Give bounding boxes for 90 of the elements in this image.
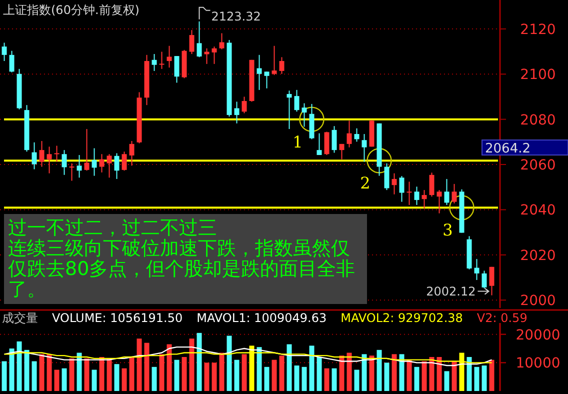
bar bbox=[316, 357, 322, 391]
chart-title: 成交量 bbox=[2, 311, 38, 325]
bar bbox=[309, 346, 314, 391]
bar bbox=[332, 368, 337, 391]
bar bbox=[354, 370, 360, 391]
bar bbox=[166, 344, 172, 391]
bar bbox=[279, 356, 284, 391]
annotation: 过一不过二，过二不过三 bbox=[8, 217, 217, 239]
bar bbox=[219, 352, 224, 391]
y-tick-label: 2060 bbox=[520, 158, 556, 174]
text: MAVOL2: 929702.38 bbox=[340, 311, 463, 325]
annotation: V2: 0.59 bbox=[476, 311, 528, 325]
annotation: 1 bbox=[292, 132, 303, 152]
bar bbox=[92, 370, 97, 391]
bar bbox=[414, 366, 420, 391]
chart-title: 上证指数(60分钟.前复权) bbox=[3, 3, 140, 17]
y-tick-label: 10000 bbox=[516, 356, 560, 372]
bar bbox=[399, 354, 404, 391]
bar bbox=[272, 360, 277, 391]
bar bbox=[24, 350, 30, 391]
bar bbox=[76, 352, 82, 391]
bar bbox=[256, 347, 262, 391]
bar bbox=[32, 361, 37, 391]
bar bbox=[459, 352, 464, 391]
bar bbox=[16, 341, 22, 391]
y-tick-label: 2020 bbox=[520, 248, 556, 264]
bar bbox=[249, 346, 254, 391]
bar bbox=[346, 352, 352, 391]
bar bbox=[204, 362, 210, 391]
bar bbox=[436, 357, 442, 391]
bar bbox=[264, 366, 270, 391]
bar bbox=[106, 358, 112, 391]
bar bbox=[182, 357, 187, 391]
bar bbox=[392, 354, 397, 391]
bar bbox=[482, 366, 487, 391]
bar bbox=[226, 336, 232, 391]
bar bbox=[369, 356, 374, 391]
bar bbox=[376, 350, 382, 391]
series-label: MAVOL1: 1009049.63 bbox=[196, 311, 327, 325]
bar bbox=[84, 358, 90, 391]
bar bbox=[384, 362, 390, 391]
annotation: 2 bbox=[360, 174, 370, 193]
bar bbox=[152, 366, 157, 391]
bar bbox=[2, 361, 7, 391]
annotation: 2123.32 bbox=[211, 9, 261, 24]
bar bbox=[69, 358, 74, 391]
y-tick-label: 2100 bbox=[520, 67, 556, 84]
bar bbox=[99, 357, 104, 391]
bar bbox=[174, 360, 180, 391]
bar bbox=[339, 356, 344, 391]
bar bbox=[489, 360, 494, 391]
bar bbox=[452, 361, 457, 391]
bar bbox=[406, 360, 412, 391]
price-box: 2064.2 bbox=[482, 140, 568, 156]
bar bbox=[9, 348, 14, 391]
bar bbox=[159, 354, 164, 391]
bar bbox=[294, 366, 300, 391]
bar bbox=[62, 368, 67, 391]
bar bbox=[302, 366, 307, 391]
y-tick-label: 20000 bbox=[516, 327, 560, 344]
bar bbox=[212, 362, 217, 391]
y-tick-label: 2080 bbox=[520, 112, 556, 128]
bar bbox=[474, 366, 480, 391]
annotation: 连续三级向下破位加速下跌，指数虽然仅仅跌去80多点，但个股却是跌的面目全非了。 bbox=[8, 238, 356, 300]
bar bbox=[122, 368, 127, 391]
bar bbox=[234, 360, 240, 391]
y-tick-label: 2040 bbox=[520, 202, 556, 219]
bar bbox=[136, 338, 142, 391]
bar bbox=[46, 354, 52, 391]
bar bbox=[466, 357, 472, 391]
y-tick-label: 2000 bbox=[520, 293, 556, 310]
annotation: 2002.12 bbox=[426, 284, 476, 298]
bar bbox=[362, 354, 367, 391]
bar bbox=[324, 368, 330, 391]
bar bbox=[144, 342, 150, 391]
bar bbox=[196, 332, 202, 391]
annotation: 2064.2 bbox=[485, 142, 530, 156]
bar bbox=[286, 344, 292, 391]
bar bbox=[242, 354, 247, 391]
y-tick-label: 2120 bbox=[520, 22, 556, 38]
bar bbox=[189, 338, 194, 391]
bar bbox=[114, 364, 120, 391]
bar bbox=[54, 370, 60, 391]
bar bbox=[429, 357, 434, 391]
bar bbox=[129, 357, 134, 391]
bar bbox=[39, 354, 44, 391]
bar bbox=[444, 371, 450, 391]
series-label: VOLUME: 1056191.50 bbox=[52, 311, 183, 325]
bar bbox=[422, 361, 427, 391]
annotation: 3 bbox=[442, 220, 453, 240]
